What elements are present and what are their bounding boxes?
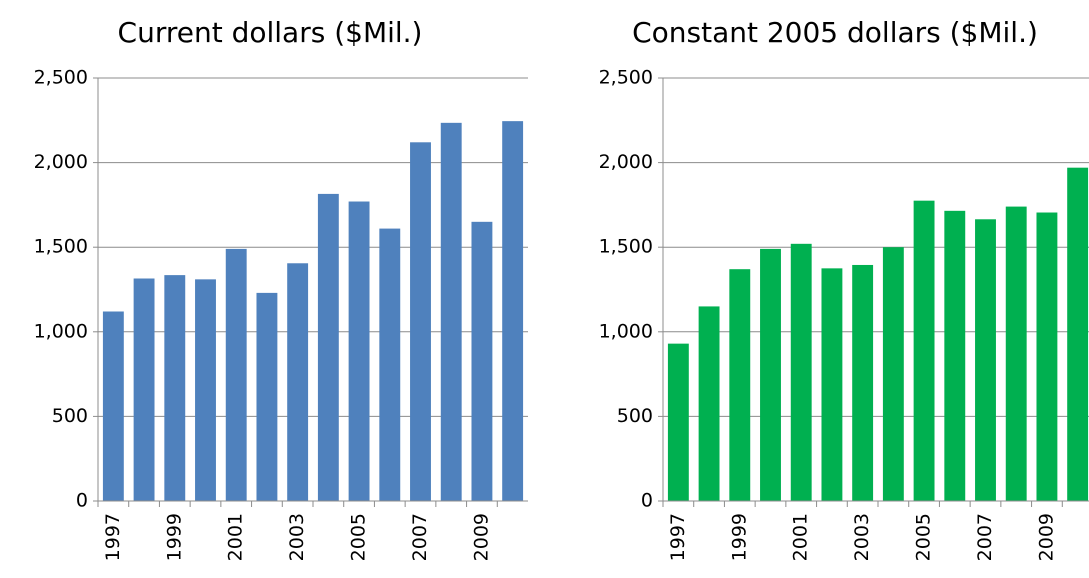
bar bbox=[440, 122, 462, 501]
bar bbox=[502, 121, 524, 502]
y-tick-label: 1,500 bbox=[599, 236, 653, 258]
bar bbox=[1005, 206, 1027, 502]
bar bbox=[133, 278, 155, 501]
x-tick-label: 1999 bbox=[728, 513, 750, 561]
x-tick-label: 1997 bbox=[102, 513, 124, 561]
bar bbox=[348, 201, 370, 502]
bar bbox=[287, 263, 309, 501]
y-tick-label: 500 bbox=[617, 405, 653, 427]
chart-title: Constant 2005 dollars ($Mil.) bbox=[632, 16, 1038, 49]
bar bbox=[821, 268, 843, 501]
y-tick-label: 2,000 bbox=[34, 151, 88, 173]
bar bbox=[195, 279, 216, 501]
x-tick-label: 2001 bbox=[225, 513, 247, 561]
y-tick-label: 1,000 bbox=[34, 320, 88, 342]
x-tick-label: 2003 bbox=[286, 513, 308, 561]
x-tick-label: 2003 bbox=[851, 513, 873, 561]
bar bbox=[471, 221, 493, 501]
bar bbox=[882, 247, 904, 501]
y-tick-label: 0 bbox=[641, 490, 653, 512]
chart-title: Current dollars ($Mil.) bbox=[118, 16, 423, 49]
y-tick-label: 1,500 bbox=[34, 236, 88, 258]
bar bbox=[729, 269, 751, 501]
bar bbox=[944, 210, 966, 501]
bar bbox=[410, 142, 431, 501]
bar bbox=[164, 275, 186, 501]
y-tick-label: 1,000 bbox=[599, 320, 653, 342]
bar bbox=[852, 264, 874, 501]
y-tick-label: 500 bbox=[52, 405, 88, 427]
x-tick-label: 1999 bbox=[163, 513, 185, 561]
x-tick-label: 2007 bbox=[974, 513, 996, 561]
bar bbox=[1067, 167, 1089, 501]
x-tick-label: 2009 bbox=[1035, 513, 1057, 561]
bar bbox=[256, 292, 278, 501]
y-tick-label: 2,500 bbox=[599, 67, 653, 89]
bar bbox=[790, 243, 812, 502]
x-tick-label: 2005 bbox=[348, 513, 370, 561]
bar bbox=[698, 306, 720, 501]
bar bbox=[1036, 212, 1058, 502]
x-tick-label: 1997 bbox=[667, 513, 689, 561]
x-tick-label: 2009 bbox=[470, 513, 492, 561]
bar bbox=[760, 248, 781, 501]
x-tick-label: 2005 bbox=[913, 513, 935, 561]
y-tick-label: 2,000 bbox=[599, 151, 653, 173]
bar bbox=[975, 219, 996, 502]
y-tick-label: 0 bbox=[76, 490, 88, 512]
bar bbox=[667, 343, 689, 501]
x-tick-label: 2007 bbox=[409, 513, 431, 561]
bar bbox=[225, 248, 247, 501]
bar bbox=[317, 193, 339, 502]
bar bbox=[913, 200, 935, 502]
bar bbox=[102, 311, 124, 501]
bar bbox=[379, 228, 401, 501]
y-tick-label: 2,500 bbox=[34, 67, 88, 89]
x-tick-label: 2001 bbox=[790, 513, 812, 561]
